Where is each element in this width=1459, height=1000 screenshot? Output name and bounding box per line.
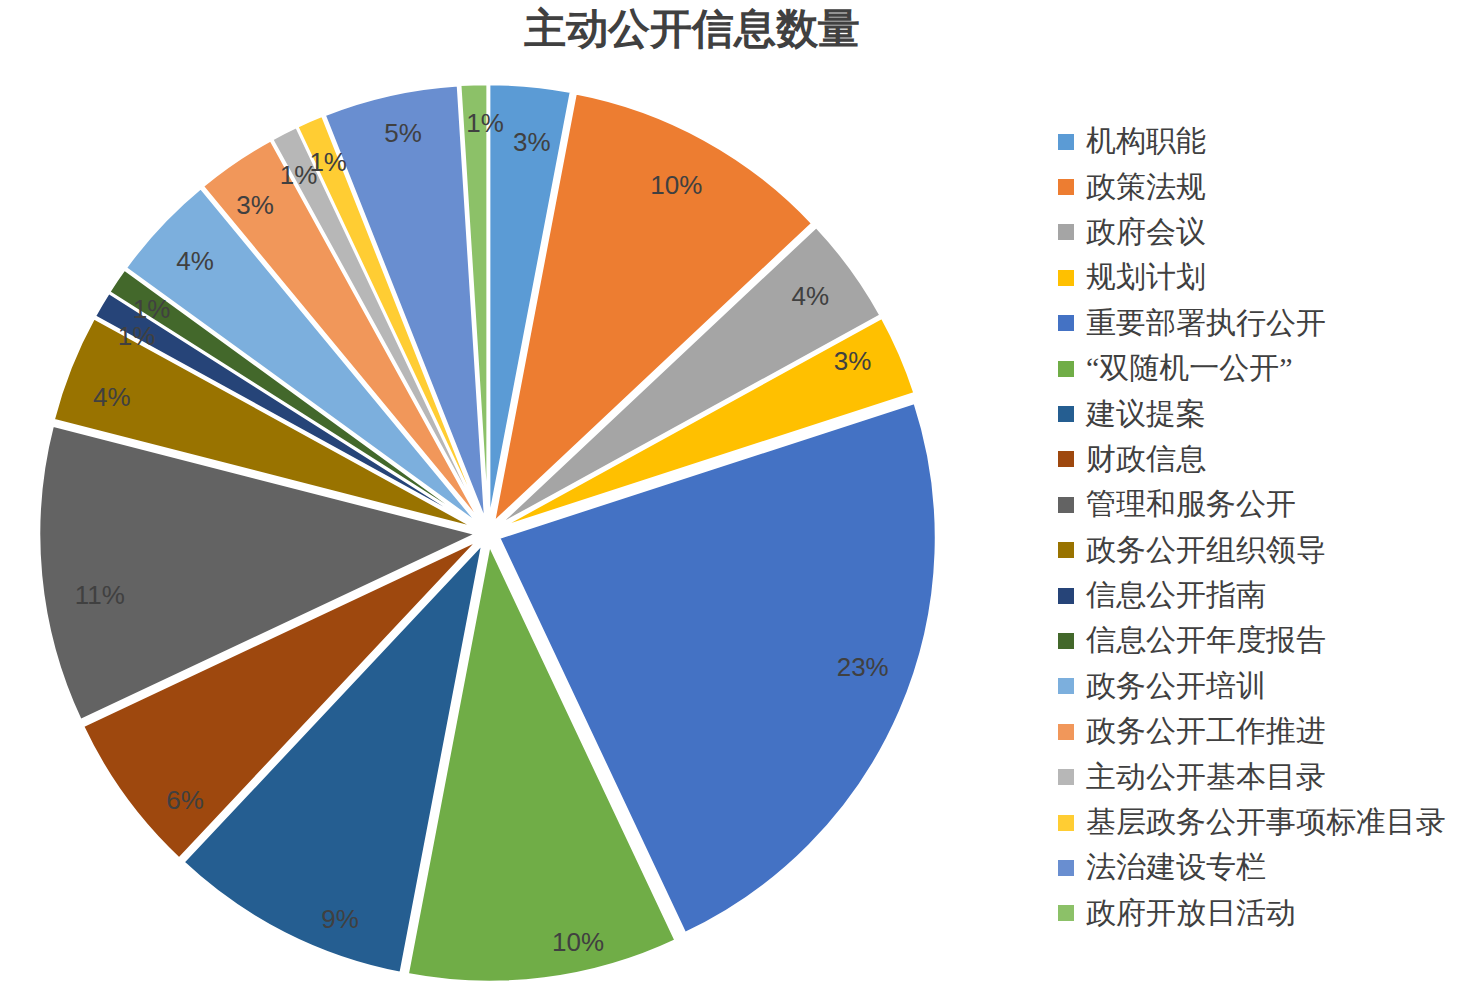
legend-swatch: [1058, 406, 1074, 422]
slice-percent-label: 4%: [176, 246, 214, 276]
legend-swatch: [1058, 860, 1074, 876]
legend-item: 政务公开工作推进: [1058, 709, 1446, 754]
slice-percent-label: 3%: [513, 127, 551, 157]
legend-swatch: [1058, 588, 1074, 604]
slice-percent-label: 3%: [236, 190, 274, 220]
legend-label: 政务公开培训: [1086, 666, 1266, 707]
slice-percent-label: 1%: [118, 321, 156, 351]
legend-swatch: [1058, 270, 1074, 286]
legend-label: 政务公开工作推进: [1086, 711, 1326, 752]
legend-swatch: [1058, 815, 1074, 831]
legend-item: 财政信息: [1058, 437, 1446, 482]
legend-swatch: [1058, 905, 1074, 921]
legend-label: 主动公开基本目录: [1086, 757, 1326, 798]
legend-swatch: [1058, 134, 1074, 150]
legend-label: 法治建设专栏: [1086, 847, 1266, 888]
legend-swatch: [1058, 769, 1074, 785]
legend-item: 规划计划: [1058, 255, 1446, 300]
legend-label: 重要部署执行公开: [1086, 303, 1326, 344]
legend-label: 基层政务公开事项标准目录: [1086, 802, 1446, 843]
legend-item: “双随机一公开”: [1058, 346, 1446, 391]
slice-percent-label: 1%: [133, 294, 171, 324]
legend-item: 信息公开指南: [1058, 573, 1446, 618]
legend-item: 机构职能: [1058, 119, 1446, 164]
legend-item: 法治建设专栏: [1058, 845, 1446, 890]
legend-label: 建议提案: [1086, 394, 1206, 435]
legend-swatch: [1058, 361, 1074, 377]
legend-label: “双随机一公开”: [1086, 348, 1293, 389]
legend-label: 政策法规: [1086, 167, 1206, 208]
slice-percent-label: 5%: [384, 118, 422, 148]
slice-percent-label: 4%: [93, 382, 131, 412]
legend-label: 政府会议: [1086, 212, 1206, 253]
legend-swatch: [1058, 451, 1074, 467]
legend-item: 基层政务公开事项标准目录: [1058, 800, 1446, 845]
legend-label: 政府开放日活动: [1086, 893, 1296, 934]
legend-swatch: [1058, 724, 1074, 740]
slice-percent-label: 1%: [466, 108, 504, 138]
legend-item: 政务公开培训: [1058, 664, 1446, 709]
legend-label: 信息公开指南: [1086, 575, 1266, 616]
legend-label: 规划计划: [1086, 257, 1206, 298]
legend-label: 政务公开组织领导: [1086, 530, 1326, 571]
legend-item: 建议提案: [1058, 391, 1446, 436]
legend-item: 信息公开年度报告: [1058, 618, 1446, 663]
legend-swatch: [1058, 179, 1074, 195]
slice-percent-label: 1%: [309, 147, 347, 177]
legend-label: 财政信息: [1086, 439, 1206, 480]
legend-item: 政府会议: [1058, 210, 1446, 255]
pie-chart-figure: 主动公开信息数量 3%10%4%3%23%10%9%6%11%4%1%1%4%3…: [0, 0, 1459, 1000]
legend-swatch: [1058, 542, 1074, 558]
legend-item: 政务公开组织领导: [1058, 528, 1446, 573]
slice-percent-label: 10%: [552, 927, 604, 957]
slice-percent-label: 3%: [834, 346, 872, 376]
slice-percent-label: 9%: [321, 904, 359, 934]
legend-swatch: [1058, 315, 1074, 331]
slice-percent-label: 6%: [166, 785, 204, 815]
legend-label: 信息公开年度报告: [1086, 620, 1326, 661]
legend-swatch: [1058, 497, 1074, 513]
slice-percent-label: 11%: [75, 580, 125, 610]
legend-item: 政策法规: [1058, 164, 1446, 209]
legend-swatch: [1058, 678, 1074, 694]
legend: 机构职能政策法规政府会议规划计划重要部署执行公开“双随机一公开” 建议提案财政信息…: [1058, 119, 1446, 936]
legend-item: 重要部署执行公开: [1058, 301, 1446, 346]
legend-label: 管理和服务公开: [1086, 484, 1296, 525]
slice-percent-label: 10%: [650, 170, 702, 200]
legend-item: 管理和服务公开: [1058, 482, 1446, 527]
slice-percent-label: 4%: [792, 281, 830, 311]
legend-label: 机构职能: [1086, 121, 1206, 162]
legend-item: 主动公开基本目录: [1058, 754, 1446, 799]
legend-swatch: [1058, 633, 1074, 649]
legend-item: 政府开放日活动: [1058, 891, 1446, 936]
slice-percent-label: 23%: [837, 652, 889, 682]
legend-swatch: [1058, 224, 1074, 240]
